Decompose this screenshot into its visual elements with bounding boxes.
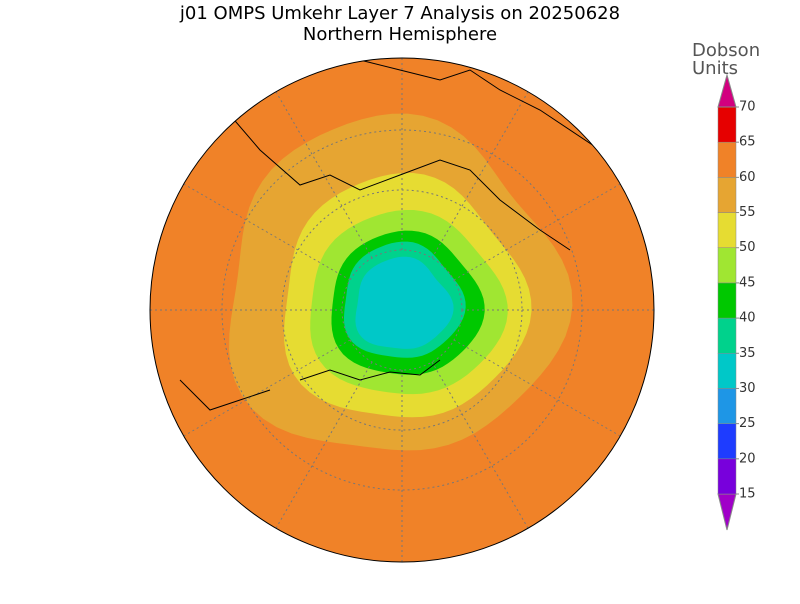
colorbar-extend-low (717, 493, 737, 531)
colorbar-tick-label: 70 (739, 100, 756, 115)
colorbar-tick-label: 65 (739, 135, 756, 150)
map-title: j01 OMPS Umkehr Layer 7 Analysis on 2025… (179, 3, 620, 24)
meridian-line (176, 339, 351, 441)
colorbar-segment (717, 423, 737, 460)
colorbar-tick-label: 60 (739, 170, 756, 185)
colorbar-tick-label: 35 (739, 346, 756, 361)
colorbar-segment (717, 141, 737, 178)
meridian-line (453, 339, 628, 441)
contour-region (355, 256, 454, 349)
colorbar-tick-label: 50 (739, 240, 756, 255)
coastline (359, 59, 641, 181)
colorbar-segment (717, 388, 737, 424)
colorbar-extend-high (717, 73, 737, 108)
colorbar-tick-label: 15 (739, 487, 756, 502)
colorbar-tick-label: 40 (739, 311, 756, 326)
meridian-line (431, 361, 533, 536)
colorbar-tick-label: 20 (739, 451, 756, 466)
colorbar-label: Units (692, 58, 738, 79)
colorbar-segment (717, 177, 737, 213)
meridian-line (431, 84, 533, 259)
colorbar-segment (717, 212, 737, 248)
coastline (179, 379, 271, 411)
coastline (299, 359, 441, 381)
meridian-line (176, 179, 351, 281)
colorbar-tick-label: 45 (739, 275, 756, 290)
colorbar-segment (717, 458, 737, 495)
colorbar-label: Dobson (692, 40, 760, 61)
meridian-line (271, 84, 373, 259)
map-border (149, 57, 655, 563)
colorbar-segment (717, 282, 737, 319)
colorbar: 15 20 25 30 35 40 45 50 55 60 65 70 (717, 73, 756, 531)
colorbar-tick-label: 55 (739, 205, 756, 220)
map (150, 58, 654, 562)
meridian-line (271, 361, 373, 536)
colorbar-segment (717, 317, 737, 354)
colorbar-segment (717, 106, 737, 143)
colorbar-segment (717, 353, 737, 389)
map-subtitle: Northern Hemisphere (303, 24, 497, 45)
colorbar-tick-label: 25 (739, 416, 756, 431)
coastline (229, 114, 571, 251)
colorbar-segment (717, 247, 737, 284)
colorbar-tick-label: 30 (739, 381, 756, 396)
